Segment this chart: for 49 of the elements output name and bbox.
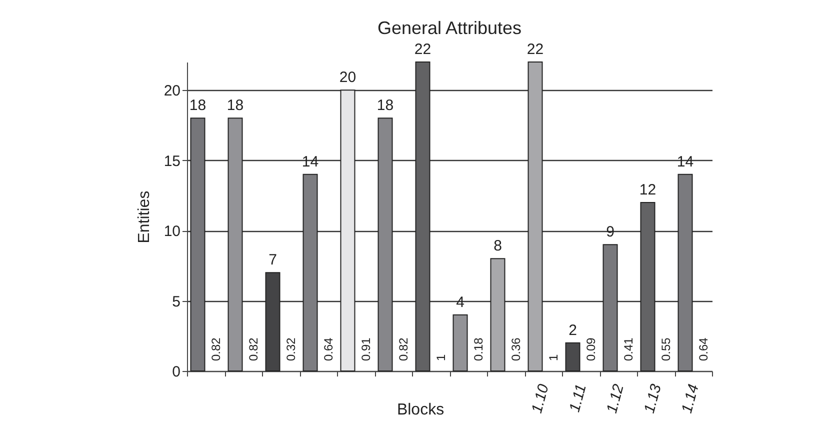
annotation: 0.64 (321, 337, 336, 361)
data-label: 8 (494, 238, 502, 255)
bar (640, 202, 656, 372)
bar (302, 174, 318, 372)
data-label: 18 (189, 97, 206, 114)
annotation: 0.55 (658, 337, 673, 361)
y-tick-label: 10 (164, 223, 180, 240)
data-label: 22 (526, 41, 544, 58)
data-label: 18 (226, 97, 244, 114)
y-axis-title: Entities (136, 190, 153, 244)
annotation: 0.09 (584, 337, 598, 361)
bar (415, 62, 430, 372)
annotation: 0.82 (246, 337, 260, 361)
bar (228, 118, 243, 372)
bar (490, 258, 506, 372)
chart-title: General Attributes (377, 18, 522, 38)
annotation: 0.64 (696, 337, 710, 361)
annotation: 1 (546, 354, 560, 361)
bar (452, 314, 468, 372)
annotation: 0.82 (208, 337, 223, 361)
y-tick-label: 5 (172, 293, 180, 310)
bar (378, 118, 393, 372)
data-label: 18 (376, 97, 394, 114)
annotation: 0.36 (508, 337, 523, 361)
x-tick-label: 1.11 (566, 382, 590, 414)
bar (340, 90, 356, 372)
x-tick-label: 1.14 (678, 382, 702, 416)
x-tick-label: 1.13 (640, 382, 666, 416)
annotation: 0.82 (396, 337, 410, 361)
y-tick-label: 0 (172, 364, 180, 380)
bar (602, 244, 618, 372)
annotation: 0.32 (284, 337, 298, 361)
annotation: 0.18 (471, 337, 486, 361)
y-tick-label: 15 (164, 152, 180, 170)
x-tick-label: 1.10 (528, 382, 553, 416)
bar (678, 174, 693, 372)
data-label: 22 (414, 41, 432, 58)
x-tick-label: 1.12 (603, 382, 628, 416)
annotation: 0.41 (621, 337, 636, 361)
data-label: 2 (568, 322, 577, 339)
y-tick-label: 20 (164, 82, 180, 100)
x-axis-title: Blocks (396, 402, 444, 418)
annotation: 1 (434, 354, 448, 361)
bar (528, 62, 543, 372)
annotation: 0.91 (358, 337, 373, 361)
data-label: 12 (639, 181, 656, 198)
data-label: 20 (339, 69, 356, 86)
bar (190, 118, 206, 372)
data-label: 7 (268, 252, 277, 269)
